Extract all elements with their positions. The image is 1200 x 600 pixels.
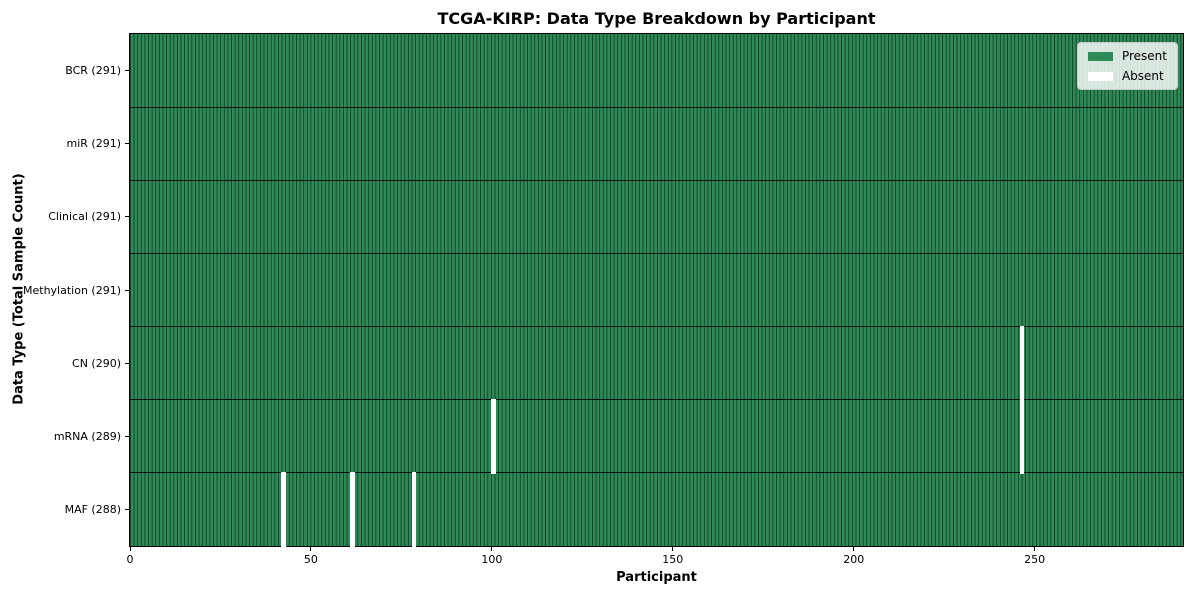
- y-tick-mark: [125, 362, 129, 364]
- y-tick-label: Clinical (291): [48, 210, 121, 224]
- y-tick-label: MAF (288): [64, 502, 121, 516]
- x-tick-mark: [853, 547, 855, 551]
- row-separator: [130, 106, 1183, 108]
- y-tick-mark: [125, 508, 129, 510]
- legend-item-present: Present: [1087, 49, 1167, 63]
- legend-label: Present: [1121, 49, 1167, 63]
- row-bcr: [130, 34, 1183, 107]
- present-swatch-icon: [1087, 51, 1113, 61]
- absent-marker: [350, 471, 355, 547]
- x-tick-mark: [1034, 547, 1036, 551]
- y-tick-label: Methylation (291): [23, 283, 121, 297]
- y-tick-mark: [125, 435, 129, 437]
- legend-item-absent: Absent: [1087, 69, 1167, 83]
- x-axis-label: Participant: [616, 570, 697, 585]
- legend-label: Absent: [1121, 69, 1164, 83]
- row-mrna: [130, 398, 1183, 474]
- row-separator: [130, 252, 1183, 254]
- x-tick-label: 50: [303, 553, 318, 566]
- chart-title: TCGA-KIRP: Data Type Breakdown by Partic…: [437, 9, 876, 28]
- y-tick-mark: [125, 289, 129, 291]
- x-tick-label: 250: [1024, 553, 1046, 566]
- y-tick-mark: [125, 143, 129, 145]
- absent-swatch-icon: [1087, 71, 1113, 81]
- x-tick-mark: [491, 547, 493, 551]
- row-cn: [130, 325, 1183, 401]
- x-tick-label: 150: [662, 553, 684, 566]
- row-mir: [130, 107, 1183, 180]
- y-tick-label: miR (291): [66, 137, 122, 151]
- absent-marker: [491, 398, 496, 474]
- row-separator: [130, 472, 1183, 474]
- legend: Present Absent: [1076, 42, 1178, 90]
- y-tick-label: BCR (291): [65, 64, 121, 78]
- y-tick-mark: [125, 216, 129, 218]
- absent-marker: [281, 471, 287, 547]
- row-separator: [130, 399, 1183, 401]
- row-methylation: [130, 253, 1183, 326]
- x-tick-label: 100: [481, 553, 503, 566]
- y-tick-label: mRNA (289): [53, 429, 121, 443]
- row-separator: [130, 179, 1183, 181]
- row-maf: [130, 471, 1183, 547]
- absent-marker: [411, 471, 417, 547]
- plot-area: Present Absent: [129, 33, 1184, 547]
- x-tick-label: 200: [843, 553, 865, 566]
- x-tick-label: 0: [126, 553, 134, 566]
- absent-marker: [1019, 398, 1025, 474]
- x-tick-mark: [310, 547, 312, 551]
- row-clinical: [130, 180, 1183, 253]
- row-separator: [130, 326, 1183, 328]
- absent-marker: [1019, 325, 1025, 401]
- x-tick-mark: [129, 547, 131, 551]
- y-tick-mark: [125, 70, 129, 72]
- y-tick-label: CN (290): [72, 356, 121, 370]
- x-tick-mark: [672, 547, 674, 551]
